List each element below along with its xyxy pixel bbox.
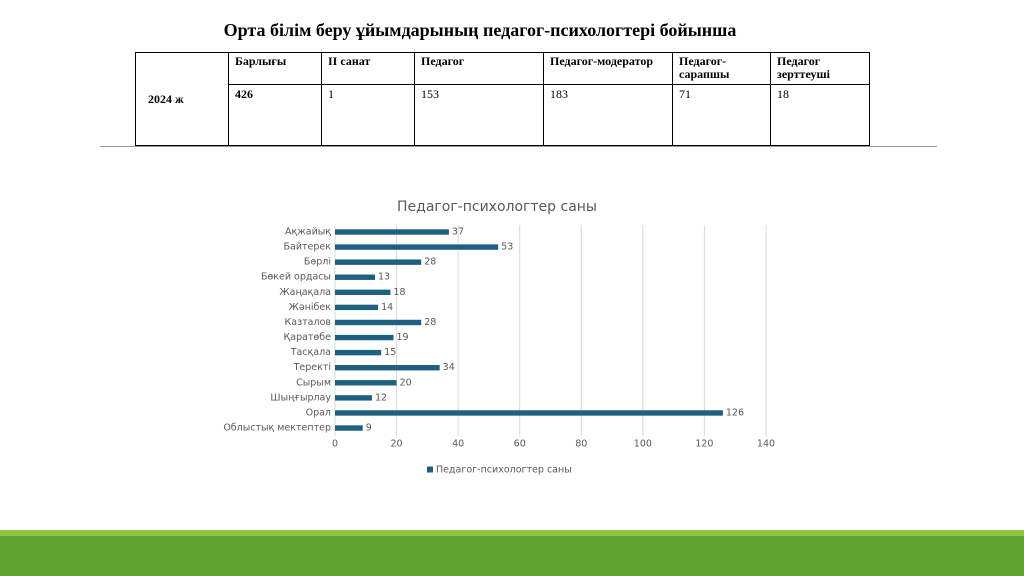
y-tick-label: Теректі	[293, 362, 331, 373]
y-tick-label: Байтерек	[283, 242, 331, 253]
value-cell: 18	[770, 84, 870, 146]
data-label: 126	[726, 407, 744, 418]
x-tick-label: 120	[695, 439, 713, 450]
y-tick-label: Ақжайық	[285, 227, 331, 238]
x-tick-label: 140	[757, 439, 775, 450]
bar	[335, 244, 499, 250]
bar	[335, 334, 394, 341]
bar	[335, 229, 449, 235]
year-cell: 2024 ж	[135, 52, 229, 146]
header-cell: II санат	[321, 52, 415, 85]
bar	[335, 304, 379, 311]
data-label: 34	[443, 362, 455, 373]
legend-label: Педагог-психологтер саны	[436, 465, 572, 476]
y-tick-label: Облыстық мектептер	[223, 423, 331, 434]
bar	[335, 319, 422, 326]
value-cell: 183	[543, 84, 673, 146]
data-label: 53	[501, 242, 513, 253]
y-tick-label: Бөкей ордасы	[261, 272, 331, 283]
footer-band	[0, 530, 1024, 576]
value-cell: 426	[228, 84, 322, 146]
data-label: 28	[424, 257, 436, 268]
data-label: 28	[424, 317, 436, 328]
y-tick-label: Тасқала	[290, 347, 331, 358]
data-label: 20	[400, 377, 412, 388]
data-label: 15	[384, 347, 396, 358]
y-tick-label: Жаңақала	[279, 287, 331, 298]
header-cell: Педагог зерттеуші	[770, 52, 870, 85]
y-tick-label: Казталов	[285, 317, 332, 328]
header-cell: Педагог	[414, 52, 544, 85]
x-tick-label: 80	[575, 439, 587, 450]
x-tick-label: 40	[452, 439, 464, 450]
y-tick-label: Жәнібек	[289, 302, 332, 313]
legend-swatch	[427, 466, 433, 473]
y-tick-label: Қаратөбе	[284, 332, 332, 343]
bar	[335, 365, 440, 371]
value-cell: 71	[672, 84, 771, 146]
chart-title: Педагог-психологтер саны	[397, 199, 597, 215]
y-tick-label: Шыңғырлау	[270, 392, 331, 403]
value-cell: 153	[414, 84, 544, 146]
data-label: 13	[378, 272, 390, 283]
y-tick-label: Сырым	[296, 377, 331, 388]
x-tick-label: 60	[514, 439, 526, 450]
header-cell: Педагог-модератор	[543, 52, 673, 85]
bar	[335, 274, 376, 280]
x-tick-label: 0	[332, 439, 338, 450]
bar	[335, 349, 382, 356]
data-label: 18	[393, 287, 405, 298]
slide-title: Орта білім беру ұйымдарының педагог-псих…	[223, 20, 737, 40]
bar	[335, 259, 422, 265]
bar	[335, 380, 397, 386]
data-label: 9	[366, 423, 372, 434]
x-tick-label: 20	[391, 439, 403, 450]
data-label: 14	[381, 302, 393, 313]
bar	[335, 425, 363, 431]
data-label: 37	[452, 227, 464, 238]
header-cell: Педагог-сарапшы	[672, 52, 771, 85]
footer-stripe	[0, 530, 1024, 536]
data-label: 12	[375, 392, 387, 403]
y-tick-label: Орал	[306, 407, 331, 418]
x-tick-label: 100	[634, 439, 652, 450]
y-tick-label: Бөрлі	[304, 257, 331, 268]
summary-table: 2024 ж Барлығы II санат Педагог Педагог-…	[135, 52, 870, 146]
bar	[335, 410, 723, 416]
bar	[335, 395, 372, 401]
data-label: 19	[396, 332, 408, 343]
bar	[335, 289, 391, 296]
header-cell: Барлығы	[228, 52, 322, 85]
value-cell: 1	[321, 84, 415, 146]
